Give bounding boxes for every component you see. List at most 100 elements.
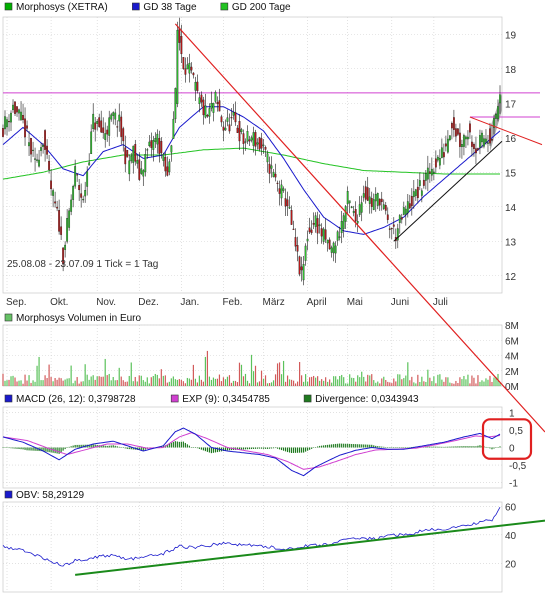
macd-divergence-bar xyxy=(369,444,371,448)
volume-bar xyxy=(477,375,479,386)
price-candle xyxy=(318,224,321,227)
volume-bar xyxy=(417,374,419,386)
price-candle xyxy=(461,144,463,148)
price-candle xyxy=(96,121,99,124)
volume-bar xyxy=(216,378,219,386)
macd-signal-line xyxy=(2,432,501,470)
macd-divergence-bar xyxy=(18,447,20,450)
macd-divergence-bar xyxy=(184,442,186,448)
macd-divergence-bar xyxy=(10,447,12,449)
macd-divergence-bar xyxy=(497,447,499,448)
volume-bar xyxy=(391,383,393,386)
price-candle xyxy=(408,203,411,209)
macd-divergence-bar xyxy=(14,447,16,449)
price-candle xyxy=(128,160,131,175)
price-candle xyxy=(84,190,87,197)
price-candle xyxy=(292,228,295,230)
x-month-label-2: Nov. xyxy=(96,297,116,308)
volume-bar xyxy=(345,383,347,386)
volume-bar xyxy=(152,376,154,386)
price-candle xyxy=(196,81,199,92)
price-candle xyxy=(112,112,115,116)
volume-bar xyxy=(64,379,66,386)
macd-divergence-bar xyxy=(258,447,261,449)
volume-bar xyxy=(154,373,156,386)
price-candle xyxy=(344,206,347,222)
volume-bar xyxy=(172,376,174,386)
macd-divergence-bar xyxy=(212,447,215,453)
price-candle xyxy=(487,142,489,144)
volume-bar xyxy=(16,381,18,386)
price-candle xyxy=(108,117,111,136)
volume-bar xyxy=(202,381,205,386)
macd-divergence-bar xyxy=(429,446,431,448)
price-candle xyxy=(132,145,135,163)
macd-divergence-bar xyxy=(351,443,353,448)
macd-divergence-bar xyxy=(102,445,104,448)
price-candle xyxy=(10,112,12,123)
macd-divergence-bar xyxy=(48,447,50,453)
price-candle xyxy=(200,94,203,103)
macd-divergence-bar xyxy=(445,446,447,448)
volume-bar xyxy=(483,381,485,386)
volume-bar xyxy=(230,382,233,386)
volume-bar xyxy=(294,383,297,386)
price-y-tick-4: 16 xyxy=(505,134,517,145)
volume-bar xyxy=(50,376,52,386)
price-candle xyxy=(448,135,451,141)
volume-bar xyxy=(421,376,423,386)
volume-bar xyxy=(104,358,106,386)
volume-bar xyxy=(365,381,367,386)
macd-divergence-bar xyxy=(228,447,231,451)
price-y-tick-1: 13 xyxy=(505,237,517,248)
macd-divergence-bar xyxy=(116,446,118,448)
macd-divergence-bar xyxy=(359,444,361,448)
volume-bar xyxy=(56,379,58,386)
macd-divergence-bar xyxy=(403,447,405,448)
volume-bar xyxy=(355,381,357,386)
volume-bar xyxy=(158,378,160,386)
volume-bar xyxy=(234,380,237,386)
macd-divergence-bar xyxy=(166,444,168,448)
volume-bar xyxy=(48,364,50,386)
macd-divergence-bar xyxy=(280,447,283,451)
price-candle xyxy=(406,201,409,214)
price-candle xyxy=(168,161,171,173)
price-candle xyxy=(86,171,89,187)
price-candle xyxy=(384,205,387,211)
price-candle xyxy=(180,36,183,55)
macd-divergence-bar xyxy=(284,447,287,452)
macd-divergence-bar xyxy=(186,444,188,448)
volume-bar xyxy=(136,381,138,386)
volume-bar xyxy=(296,381,299,386)
price-candle xyxy=(184,68,187,75)
volume-bar xyxy=(361,371,363,386)
volume-bar xyxy=(196,382,198,386)
volume-bar xyxy=(425,381,427,386)
price-candle xyxy=(134,144,137,162)
volume-bar xyxy=(148,383,150,386)
volume-bar xyxy=(395,381,397,386)
price-y-tick-5: 17 xyxy=(505,99,517,110)
price-candle xyxy=(290,210,293,225)
volume-bar xyxy=(411,376,413,386)
volume-bar xyxy=(74,380,76,386)
price-candle xyxy=(198,97,201,104)
volume-bar xyxy=(46,378,48,386)
volume-bar xyxy=(210,379,213,386)
volume-bar xyxy=(379,383,381,386)
macd-divergence-bar xyxy=(200,447,202,450)
volume-bar xyxy=(124,381,126,386)
volume-bar xyxy=(250,354,253,386)
price-candle xyxy=(130,155,133,162)
macd-divergence-bar xyxy=(178,441,180,448)
volume-bar xyxy=(405,375,407,386)
price-candle xyxy=(358,204,361,215)
macd-divergence-bar xyxy=(262,447,265,449)
macd-divergence-bar xyxy=(2,447,4,448)
price-candle xyxy=(98,117,101,127)
price-candle xyxy=(422,179,425,186)
volume-bar xyxy=(292,380,295,386)
volume-y-tick-2: 4M xyxy=(505,352,519,363)
price-candle xyxy=(212,102,215,113)
